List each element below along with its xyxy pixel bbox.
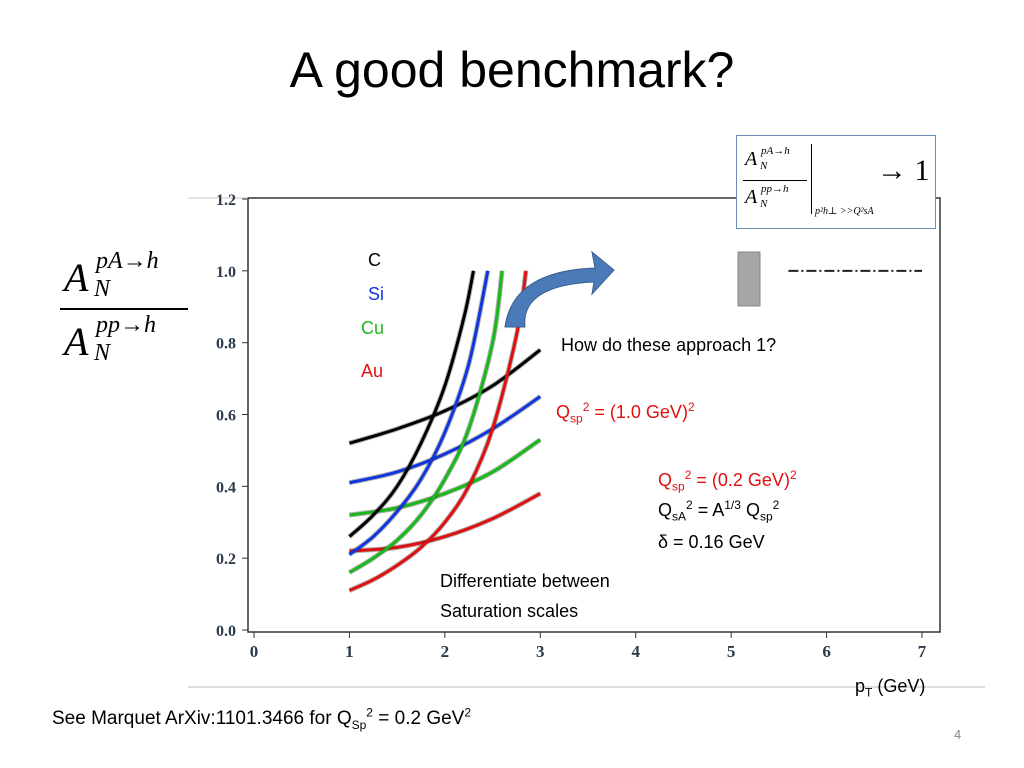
x-tick-label: 0 bbox=[250, 642, 259, 661]
qsp-high-annotation: Qsp2 = (1.0 GeV)2 bbox=[556, 400, 695, 426]
series-line-cu bbox=[348, 270, 504, 574]
slide-title: A good benchmark? bbox=[289, 42, 735, 98]
evaluation-bar bbox=[811, 144, 812, 214]
x-axis-label: pT (GeV) bbox=[855, 676, 926, 700]
qsp-low-annotation: Qsp2 = (0.2 GeV)2 bbox=[658, 468, 797, 494]
box-fraction-bar bbox=[743, 180, 807, 181]
y-tick-label: 0.4 bbox=[216, 479, 236, 496]
fraction-bar bbox=[60, 308, 188, 310]
curved-arrow-icon bbox=[504, 250, 615, 328]
qsa-annotation: QsA2 = A1/3 Qsp2 bbox=[658, 498, 780, 524]
x-tick-label: 7 bbox=[918, 642, 927, 661]
legend-au: Au bbox=[361, 361, 384, 381]
series-line-c bbox=[348, 270, 475, 538]
saturation-marker bbox=[737, 251, 761, 307]
legend-si: Si bbox=[368, 284, 385, 304]
y-tick-label: 1.0 bbox=[216, 264, 236, 281]
series-line-si bbox=[349, 395, 542, 485]
question-annotation: How do these approach 1? bbox=[561, 335, 777, 355]
delta-annotation: δ = 0.16 GeV bbox=[658, 532, 765, 552]
series-line-si bbox=[348, 270, 490, 556]
series-line-au bbox=[348, 270, 528, 592]
y-tick-label: 0.2 bbox=[216, 551, 236, 568]
x-tick-label: 6 bbox=[822, 642, 831, 661]
x-tick-label: 2 bbox=[441, 642, 450, 661]
y-tick-label: 0.6 bbox=[216, 408, 236, 425]
series-line-au bbox=[349, 492, 541, 553]
x-tick-label: 5 bbox=[727, 642, 736, 661]
footnote: See Marquet ArXiv:1101.3466 for QSp2 = 0… bbox=[52, 705, 472, 732]
limit-formula-box: A pA→h N A pp→h N p²h⊥ >>Q²sA → 1 bbox=[736, 135, 936, 229]
x-tick-label: 3 bbox=[536, 642, 545, 661]
y-tick-label: 0.0 bbox=[216, 623, 236, 640]
page-number: 4 bbox=[954, 727, 962, 742]
legend-cu: Cu bbox=[361, 318, 385, 338]
legend-c: C bbox=[368, 250, 381, 270]
y-axis-label: A pA→h N A pp→h N bbox=[56, 248, 196, 380]
x-tick-label: 4 bbox=[631, 642, 640, 661]
x-tick-label: 1 bbox=[345, 642, 354, 661]
y-tick-label: 1.2 bbox=[216, 192, 236, 209]
series-line-cu bbox=[349, 438, 542, 517]
differentiate-annotation: Differentiate between Saturation scales bbox=[440, 571, 610, 621]
y-tick-label: 0.8 bbox=[216, 336, 236, 353]
